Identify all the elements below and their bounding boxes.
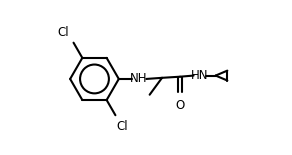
Text: NH: NH bbox=[130, 72, 148, 85]
Text: HN: HN bbox=[191, 69, 208, 82]
Text: O: O bbox=[175, 99, 185, 112]
Text: Cl: Cl bbox=[58, 26, 69, 39]
Text: Cl: Cl bbox=[117, 120, 128, 133]
